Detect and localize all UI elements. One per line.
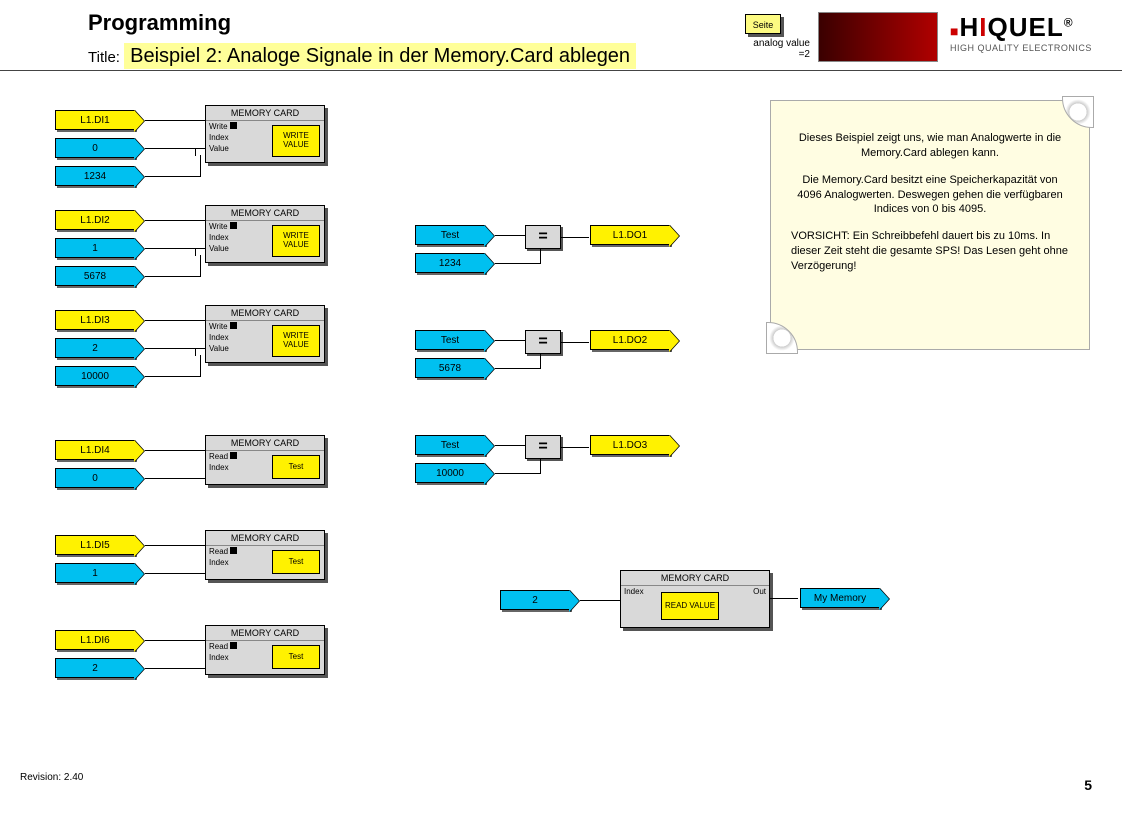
index-arrow: 1	[55, 563, 135, 583]
value-arrow: 5678	[55, 266, 135, 286]
bottom-index-arrow: 2	[500, 590, 570, 610]
equals-block: =	[525, 225, 561, 249]
header-divider	[0, 70, 1122, 71]
value-arrow: 10000	[55, 366, 135, 386]
page-heading: Programming	[88, 10, 231, 36]
compare-value-arrow: 1234	[415, 253, 485, 273]
revision-label: Revision: 2.40	[20, 772, 83, 783]
test-arrow: Test	[415, 435, 485, 455]
memory-card-read-block: MEMORY CARDRead IndexTest	[205, 435, 325, 485]
do-arrow: L1.DO2	[590, 330, 670, 350]
compare-value-arrow: 5678	[415, 358, 485, 378]
compare-value-arrow: 10000	[415, 463, 485, 483]
do-arrow: L1.DO3	[590, 435, 670, 455]
index-arrow: 0	[55, 468, 135, 488]
memory-card-write-block: MEMORY CARDWrite IndexValueWRITE VALUE	[205, 205, 325, 263]
value-arrow: 1234	[55, 166, 135, 186]
page-number: 5	[1084, 777, 1092, 793]
my-memory-arrow: My Memory	[800, 588, 880, 608]
seite-box: Seite	[745, 14, 781, 34]
test-arrow: Test	[415, 330, 485, 350]
logo: ■HIQUEL® HIGH QUALITY ELECTRONICS	[950, 12, 1110, 53]
di-arrow: L1.DI3	[55, 310, 135, 330]
memory-card-write-block: MEMORY CARDWrite IndexValueWRITE VALUE	[205, 305, 325, 363]
di-arrow: L1.DI5	[55, 535, 135, 555]
title-label: Title:	[88, 49, 120, 66]
info-note: Dieses Beispiel zeigt uns, wie man Analo…	[770, 100, 1090, 350]
index-arrow: 1	[55, 238, 135, 258]
test-arrow: Test	[415, 225, 485, 245]
index-arrow: 2	[55, 658, 135, 678]
equals-block: =	[525, 435, 561, 459]
title-value: Beispiel 2: Analoge Signale in der Memor…	[124, 43, 636, 69]
index-arrow: 0	[55, 138, 135, 158]
analog-value-label: analog value=2	[730, 38, 810, 60]
decorative-chip	[818, 12, 938, 62]
di-arrow: L1.DI1	[55, 110, 135, 130]
index-arrow: 2	[55, 338, 135, 358]
memory-card-read-value-block: MEMORY CARDIndexOutREAD VALUE	[620, 570, 770, 628]
equals-block: =	[525, 330, 561, 354]
memory-card-write-block: MEMORY CARDWrite IndexValueWRITE VALUE	[205, 105, 325, 163]
memory-card-read-block: MEMORY CARDRead IndexTest	[205, 530, 325, 580]
di-arrow: L1.DI6	[55, 630, 135, 650]
memory-card-read-block: MEMORY CARDRead IndexTest	[205, 625, 325, 675]
di-arrow: L1.DI4	[55, 440, 135, 460]
do-arrow: L1.DO1	[590, 225, 670, 245]
di-arrow: L1.DI2	[55, 210, 135, 230]
